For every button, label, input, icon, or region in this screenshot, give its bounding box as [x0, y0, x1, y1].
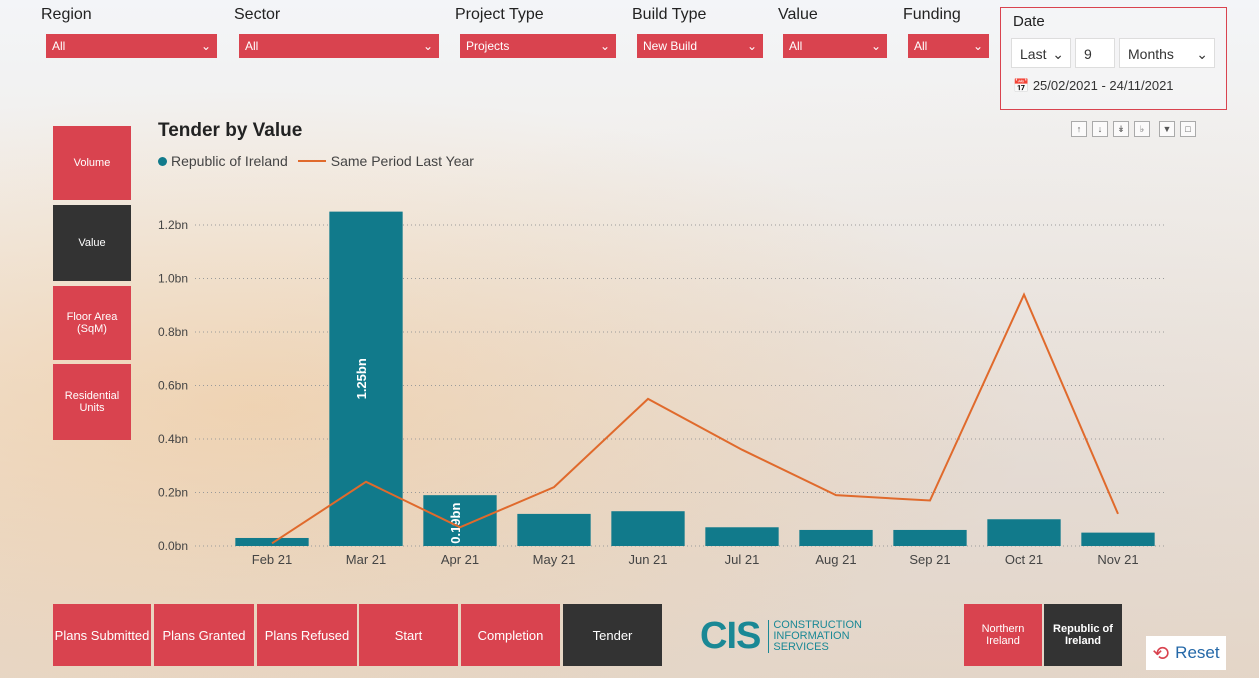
region-northern-ireland-button[interactable]: Northern Ireland [964, 604, 1042, 666]
build-type-dropdown[interactable]: New Build ⌄ [637, 34, 763, 58]
stage-start-button[interactable]: Start [359, 604, 458, 666]
bar [799, 529, 873, 546]
region-dropdown[interactable]: All ⌄ [46, 34, 217, 58]
cis-logo: CIS CONSTRUCTION INFORMATION SERVICES [700, 615, 862, 658]
bar [987, 519, 1061, 546]
legend-marker-bar [158, 156, 167, 166]
drill-down-icon[interactable]: ↓ [1092, 121, 1108, 137]
undo-arrow-icon: ⟲ [1152, 642, 1170, 665]
y-tick-label: 1.2bn [158, 218, 188, 232]
legend-marker-line [297, 160, 326, 162]
drill-up-icon[interactable]: ↑ [1071, 121, 1087, 137]
chevron-down-icon: ⌄ [1052, 46, 1064, 62]
x-tick-label: Apr 21 [441, 552, 479, 567]
metric-residential-units-button[interactable]: Residential Units [53, 364, 131, 440]
metric-value-button[interactable]: Value [53, 205, 131, 281]
legend-series-2: Same Period Last Year [330, 153, 474, 169]
chevron-down-icon: ⌄ [746, 39, 757, 53]
stage-plans-submitted-button[interactable]: Plans Submitted [53, 604, 151, 666]
chevron-down-icon: ⌄ [1196, 46, 1208, 62]
value-dropdown[interactable]: All ⌄ [783, 34, 887, 58]
x-tick-label: Oct 21 [1005, 552, 1043, 567]
build-type-label: Build Type [632, 6, 707, 23]
chevron-down-icon: ⌄ [972, 39, 983, 53]
expand-hierarchy-icon[interactable]: ♭ [1134, 121, 1150, 137]
y-tick-label: 0.2bn [158, 486, 188, 500]
x-tick-label: May 21 [533, 552, 576, 567]
expand-down-icon[interactable]: ↡ [1113, 121, 1129, 137]
chevron-down-icon: ⌄ [422, 39, 433, 53]
metric-floor-area-button[interactable]: Floor Area (SqM) [53, 286, 131, 360]
filter-icon[interactable]: ▼ [1159, 121, 1175, 137]
x-tick-label: Sep 21 [909, 552, 950, 567]
chevron-down-icon: ⌄ [200, 39, 211, 53]
bar [329, 211, 403, 546]
date-slicer: Date Last ⌄ 9 Months ⌄ 📅 25/02/2021 - 24/1… [1000, 7, 1227, 110]
x-tick-label: Aug 21 [815, 552, 856, 567]
reset-button[interactable]: ⟲ Reset [1146, 636, 1226, 670]
stage-completion-button[interactable]: Completion [461, 604, 560, 666]
funding-label: Funding [903, 6, 961, 23]
chart-title: Tender by Value [158, 120, 303, 141]
stage-tender-button[interactable]: Tender [563, 604, 662, 666]
reset-label: Reset [1175, 643, 1220, 662]
stage-plans-refused-button[interactable]: Plans Refused [257, 604, 357, 666]
stage-plans-granted-button[interactable]: Plans Granted [154, 604, 254, 666]
value-label: Value [778, 6, 818, 23]
bar [517, 513, 591, 546]
bar [1081, 532, 1155, 546]
date-mode-dropdown[interactable]: Last ⌄ [1011, 38, 1071, 68]
sector-label: Sector [234, 6, 281, 23]
series-line [271, 292, 1119, 545]
bar [235, 537, 309, 546]
y-tick-label: 1.0bn [158, 272, 188, 286]
focus-mode-icon[interactable]: □ [1180, 121, 1196, 137]
region-label: Region [41, 6, 92, 23]
bar [611, 511, 685, 546]
project-type-dropdown[interactable]: Projects ⌄ [460, 34, 616, 58]
date-range-text: 25/02/2021 - 24/11/2021 [1032, 78, 1174, 93]
chevron-down-icon: ⌄ [870, 39, 881, 53]
x-tick-label: Jul 21 [725, 552, 760, 567]
funding-dropdown[interactable]: All ⌄ [908, 34, 989, 58]
y-tick-label: 0.8bn [158, 325, 188, 339]
metric-volume-button[interactable]: Volume [53, 126, 131, 200]
y-tick-label: 0.4bn [158, 432, 188, 446]
project-type-label: Project Type [455, 6, 544, 23]
logo-text: CONSTRUCTION INFORMATION SERVICES [768, 620, 862, 653]
chevron-down-icon: ⌄ [599, 39, 610, 53]
date-title: Date [1013, 13, 1045, 30]
data-label: 0.19bn [448, 503, 463, 544]
sector-dropdown[interactable]: All ⌄ [239, 34, 439, 58]
tender-chart: 0.0bn 0.2bn 0.4bn 0.6bn 0.8bn 1.0bn 1.2bn Feb 2… [158, 211, 1165, 567]
date-range: 📅 25/02/2021 - 24/11/2021 [1013, 78, 1174, 94]
x-tick-label: Nov 21 [1097, 552, 1138, 567]
x-tick-label: Feb 21 [252, 552, 292, 567]
date-count-input[interactable]: 9 [1075, 38, 1115, 68]
x-tick-label: Jun 21 [628, 552, 667, 567]
region-republic-of-ireland-button[interactable]: Republic of Ireland [1044, 604, 1122, 666]
calendar-icon: 📅 [1013, 78, 1030, 93]
bar [705, 527, 779, 546]
chart-legend: Republic of Ireland Same Period Last Yea… [158, 153, 474, 169]
data-label: 1.25bn [354, 358, 369, 399]
y-tick-label: 0.0bn [158, 539, 188, 553]
bar [893, 529, 967, 546]
legend-series-1: Republic of Ireland [171, 153, 288, 169]
bar [423, 495, 497, 546]
date-unit-dropdown[interactable]: Months ⌄ [1119, 38, 1215, 68]
x-tick-label: Mar 21 [346, 552, 386, 567]
logo-mark: CIS [700, 615, 761, 657]
y-tick-label: 0.6bn [158, 379, 188, 393]
